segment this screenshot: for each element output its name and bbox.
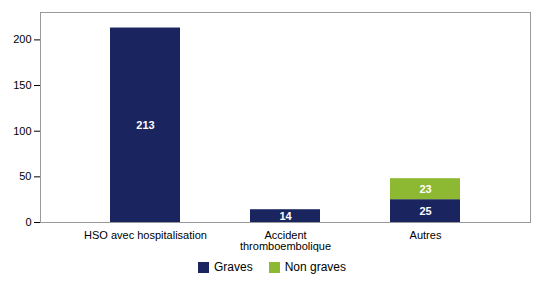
svg-text:HSO avec hospitalisation: HSO avec hospitalisation — [84, 229, 207, 241]
svg-text:100: 100 — [13, 125, 31, 137]
svg-text:Autres: Autres — [410, 229, 442, 241]
svg-text:0: 0 — [25, 216, 31, 228]
svg-text:Accidentthromboembolique: Accidentthromboembolique — [240, 229, 331, 252]
svg-text:200: 200 — [13, 33, 31, 45]
html-text:Graves: Graves — [214, 260, 253, 274]
svg-text:150: 150 — [13, 79, 31, 91]
svg-text:23: 23 — [419, 183, 431, 195]
svg-text:213: 213 — [136, 119, 154, 131]
html-text:Non graves: Non graves — [284, 260, 346, 274]
svg-text:50: 50 — [19, 170, 31, 182]
svg-text:14: 14 — [279, 210, 292, 222]
svg-text:25: 25 — [419, 205, 431, 217]
